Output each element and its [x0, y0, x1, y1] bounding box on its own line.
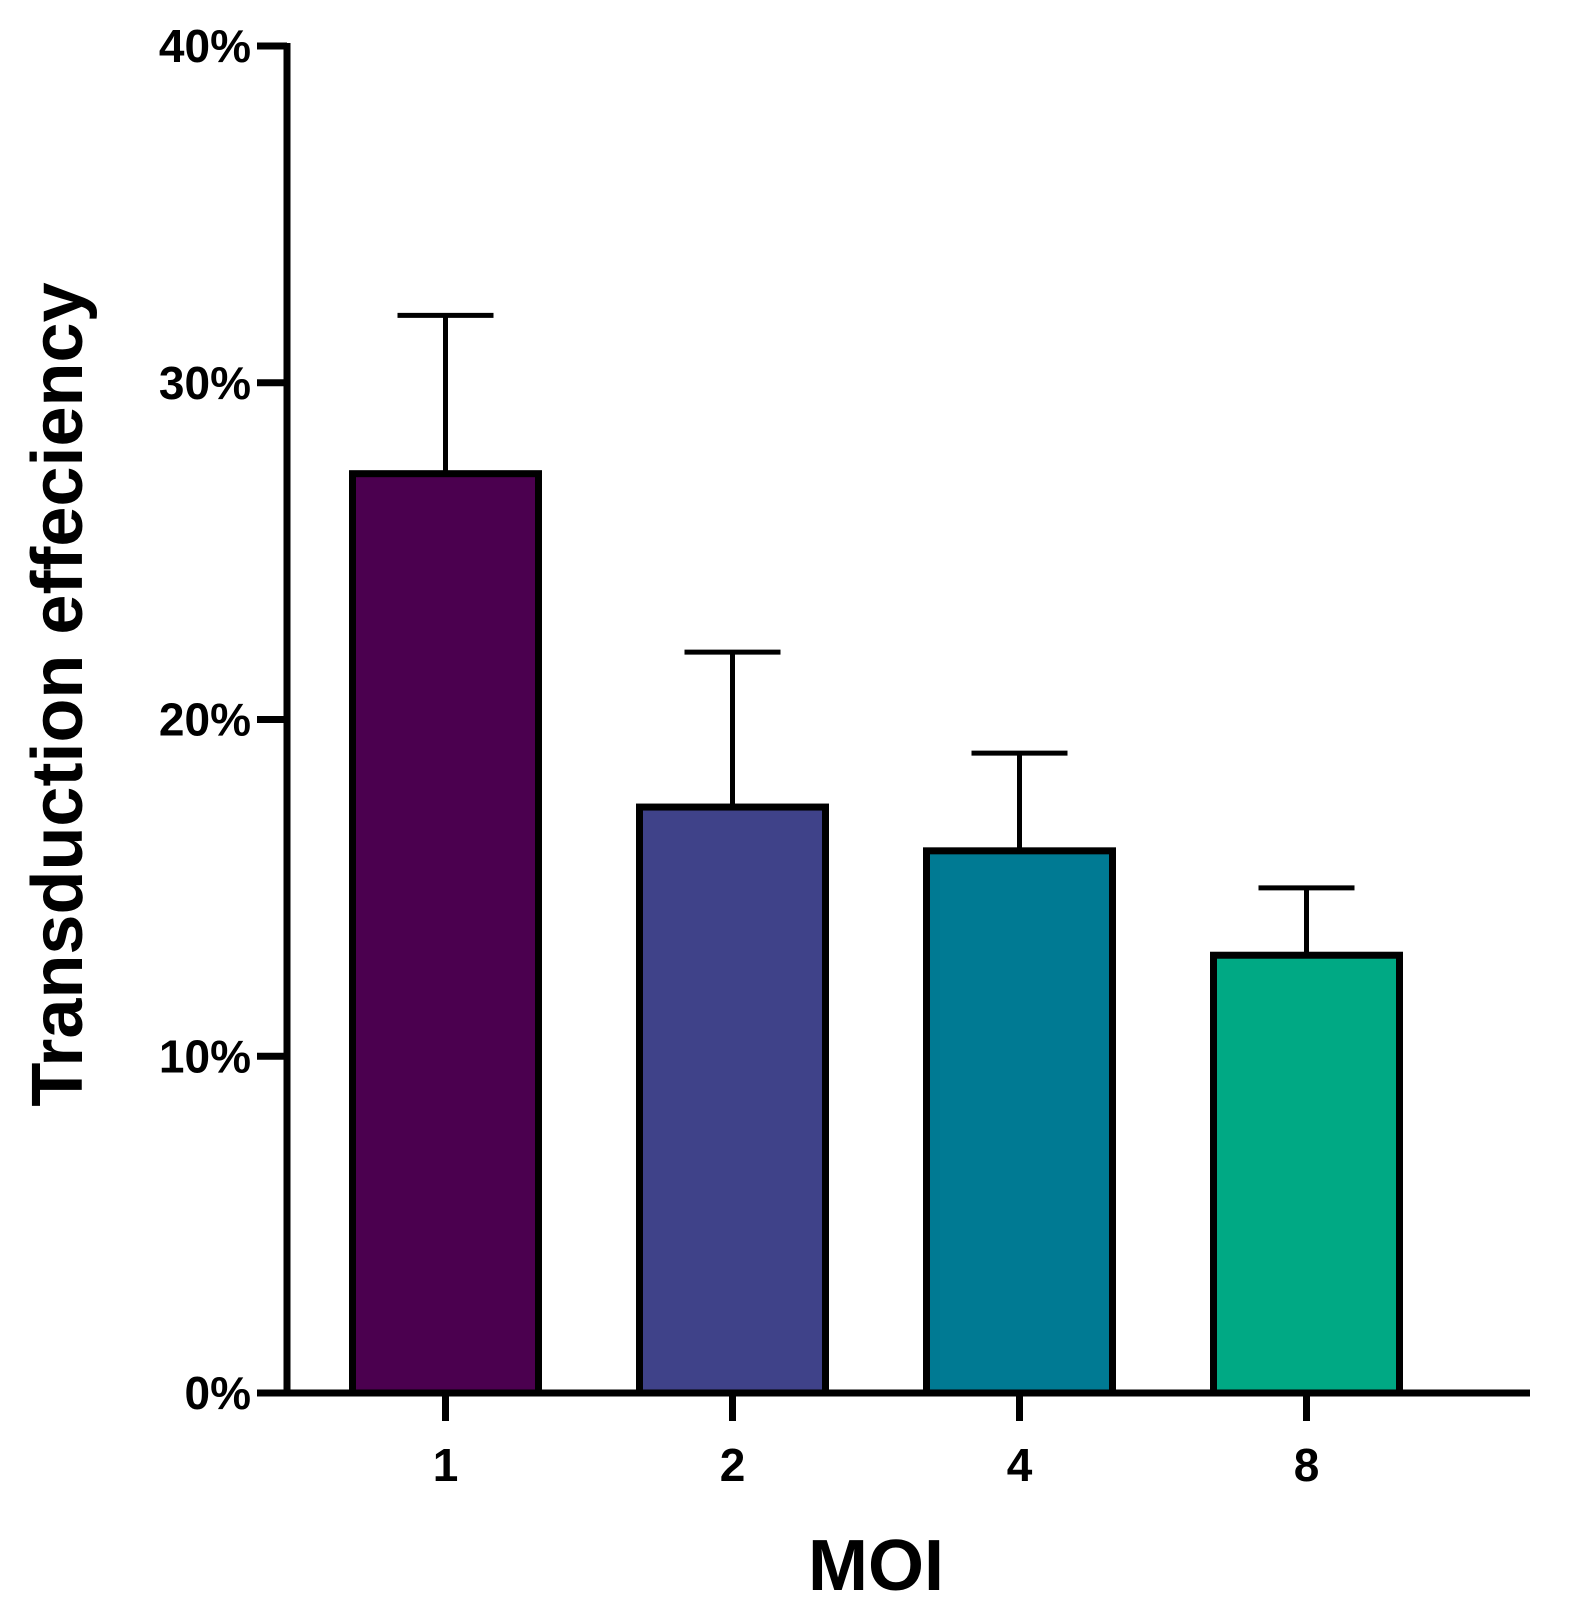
x-tick-label: 1: [433, 1439, 459, 1491]
y-tick-label: 40%: [159, 20, 251, 72]
bar-moi-1: [349, 470, 542, 1397]
y-axis-title: Transduction effeciency: [18, 282, 98, 1106]
y-axis-ticks: 0% 10% 20% 30% 40%: [159, 20, 287, 1419]
x-tick-label: 2: [720, 1439, 746, 1491]
x-axis-ticks: 1 2 4 8: [433, 1393, 1320, 1491]
bar-moi-8: [1210, 951, 1403, 1397]
bars: [349, 470, 1403, 1397]
bar-moi-2: [636, 803, 829, 1397]
y-tick-label: 0%: [185, 1367, 251, 1419]
y-tick-label: 20%: [159, 694, 251, 746]
y-tick-label: 30%: [159, 357, 251, 409]
x-tick-label: 8: [1294, 1439, 1320, 1491]
x-axis-title: MOI: [808, 1526, 944, 1606]
y-tick-label: 10%: [159, 1030, 251, 1082]
x-tick-label: 4: [1007, 1439, 1033, 1491]
bar-moi-4: [923, 847, 1116, 1397]
error-bars: [397, 312, 1355, 956]
